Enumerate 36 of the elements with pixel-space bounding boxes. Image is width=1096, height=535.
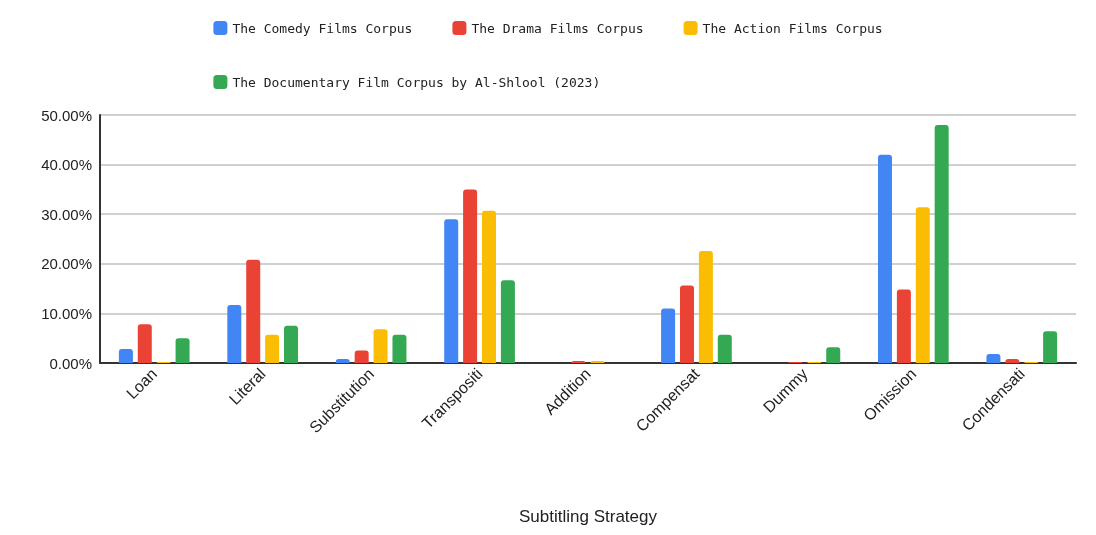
bar	[175, 338, 190, 363]
bar	[934, 124, 949, 363]
legend-label: The Documentary Film Corpus by Al-Shlool (2023)	[232, 74, 601, 90]
bar	[265, 334, 280, 363]
bar	[1043, 331, 1058, 363]
legend-label: The Comedy Films Corpus	[232, 20, 413, 36]
bar	[896, 289, 911, 363]
y-tick-label: 30.00%	[41, 205, 92, 223]
bar	[698, 250, 713, 363]
bar	[284, 325, 299, 363]
bar	[915, 207, 930, 363]
bar	[118, 349, 133, 363]
y-tick-label: 20.00%	[41, 255, 92, 273]
y-tick-label: 0.00%	[49, 354, 92, 372]
bar	[246, 259, 261, 363]
bar	[463, 189, 478, 363]
bar	[826, 347, 841, 363]
y-tick-label: 50.00%	[41, 106, 92, 124]
y-tick-label: 40.00%	[41, 156, 92, 174]
bar	[986, 354, 1001, 363]
bar	[227, 304, 242, 363]
legend-label: The Action Films Corpus	[702, 20, 883, 36]
bar	[679, 285, 694, 363]
y-tick-label: 10.00%	[41, 304, 92, 322]
bar	[717, 334, 732, 363]
bar	[482, 210, 497, 363]
bar	[137, 324, 152, 363]
legend-label: The Drama Films Corpus	[471, 20, 644, 36]
bar	[444, 219, 459, 363]
bar	[500, 280, 515, 363]
bar	[392, 334, 407, 363]
bar	[661, 308, 676, 363]
x-axis-title: Subtitling Strategy	[519, 507, 658, 526]
bar	[877, 154, 892, 363]
bar	[354, 350, 369, 363]
bar	[373, 329, 388, 363]
